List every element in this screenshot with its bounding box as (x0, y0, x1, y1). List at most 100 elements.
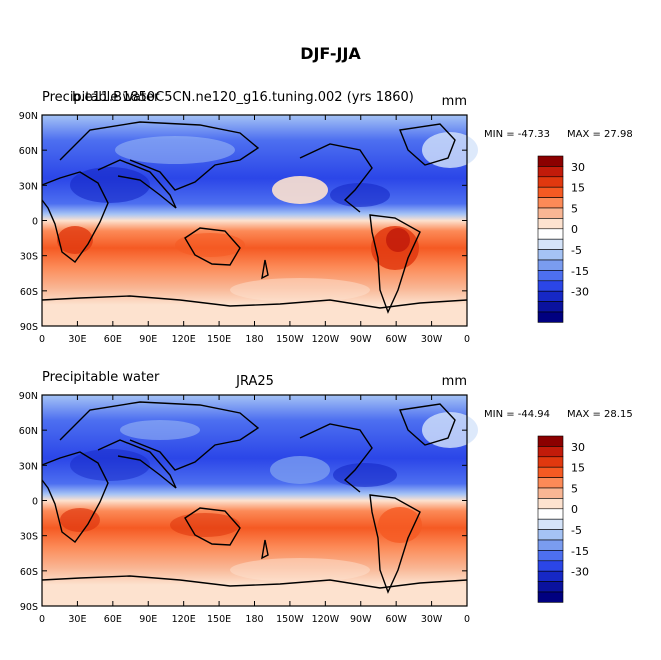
x-tick-label: 90E (139, 614, 157, 625)
colorbar-swatch (537, 301, 564, 313)
x-tick-label: 30E (68, 334, 86, 345)
colorbar-swatch (537, 238, 564, 250)
panel-center-title: JRA25 (235, 374, 274, 389)
colorbar-swatch (537, 270, 564, 282)
y-tick-label: 90N (19, 111, 38, 122)
y-tick-label: 60N (19, 426, 38, 437)
colorbar-label: 30 (571, 441, 585, 454)
colorbar-swatch (537, 155, 564, 167)
colorbar-swatch (537, 290, 564, 302)
x-tick-label: 60E (104, 334, 122, 345)
colorbar-swatch (537, 498, 564, 510)
x-tick-label: 90W (350, 614, 372, 625)
colorbar-label: 0 (571, 503, 578, 516)
colorbar-swatch (537, 581, 564, 593)
colorbar-swatch (537, 228, 564, 240)
colorbar-swatch (537, 176, 564, 188)
x-tick-label: 180 (245, 334, 263, 345)
colorbar: 30 15 5 0 -5 -15 -30 (537, 435, 589, 603)
x-tick-label: 120E (172, 334, 196, 345)
colorbar-swatch (537, 550, 564, 562)
y-tick-label: 30S (20, 532, 38, 543)
colorbar-label: 15 (571, 462, 585, 475)
colorbar-swatch (537, 166, 564, 178)
panel-reanalysis: Precipitable water JRA25 mm (19, 370, 633, 625)
colorbar-label: -30 (571, 566, 589, 579)
x-tick-label: 60E (104, 614, 122, 625)
y-tick-label: 30N (19, 461, 38, 472)
x-axis-ticks: 0 30E 60E 90E 120E 150E 180 150W 120W 90W 60W 30W 0 (39, 115, 470, 345)
x-tick-label: 150E (207, 334, 231, 345)
colorbar-swatch (537, 249, 564, 261)
y-tick-label: 30N (19, 181, 38, 192)
colorbar-swatch (537, 280, 564, 292)
x-tick-label: 0 (464, 614, 470, 625)
x-tick-label: 60W (385, 334, 407, 345)
colorbar-label: -30 (571, 286, 589, 299)
x-tick-label: 0 (39, 334, 45, 345)
x-tick-label: 120E (172, 614, 196, 625)
x-tick-label: 30W (421, 334, 443, 345)
colorbar-swatch (537, 487, 564, 499)
x-tick-label: 150E (207, 614, 231, 625)
colorbar-swatch (537, 186, 564, 198)
y-tick-label: 0 (32, 217, 38, 228)
y-tick-label: 90S (20, 602, 38, 613)
colorbar-label: -15 (571, 265, 589, 278)
x-axis-ticks: 0 30E 60E 90E 120E 150E 180 150W 120W 90W 60W 30W 0 (39, 395, 470, 625)
x-tick-label: 150W (276, 614, 304, 625)
y-tick-label: 0 (32, 497, 38, 508)
y-tick-label: 60S (20, 567, 38, 578)
x-tick-label: 90W (350, 334, 372, 345)
y-tick-label: 90N (19, 391, 38, 402)
colorbar-label: 5 (571, 482, 578, 495)
colorbar-swatch (537, 456, 564, 468)
colorbar-swatch (537, 570, 564, 582)
colorbar-swatch (537, 207, 564, 219)
x-tick-label: 60W (385, 614, 407, 625)
colorbar-label: 30 (571, 161, 585, 174)
x-tick-label: 0 (39, 614, 45, 625)
x-tick-label: 120W (312, 614, 340, 625)
colorbar-swatch (537, 477, 564, 489)
min-label: MIN = -44.94 (484, 409, 550, 420)
colorbar-swatch (537, 446, 564, 458)
max-label: MAX = 27.98 (567, 129, 633, 140)
panel-left-title: Precipitable water (42, 370, 160, 385)
y-tick-label: 90S (20, 322, 38, 333)
colorbar-label: 15 (571, 182, 585, 195)
colorbar-swatch (537, 259, 564, 271)
colorbar-label: 5 (571, 202, 578, 215)
heatmap-field (41, 115, 478, 326)
colorbar-swatch (537, 466, 564, 478)
x-tick-label: 90E (139, 334, 157, 345)
colorbar-label: -5 (571, 244, 582, 257)
colorbar: 30 15 5 0 -5 -15 -30 (537, 155, 589, 323)
colorbar-swatch (537, 435, 564, 447)
colorbar-label: -15 (571, 545, 589, 558)
panel-units: mm (442, 94, 467, 109)
y-tick-label: 30S (20, 252, 38, 263)
x-tick-label: 180 (245, 614, 263, 625)
y-axis-ticks: 90N 60N 30N 0 30S 60S 90S (19, 391, 467, 613)
panel-units: mm (442, 374, 467, 389)
colorbar-swatch (537, 560, 564, 572)
colorbar-swatch (537, 197, 564, 209)
x-tick-label: 120W (312, 334, 340, 345)
colorbar-label: 0 (571, 223, 578, 236)
heatmap-field (41, 395, 478, 606)
x-tick-label: 0 (464, 334, 470, 345)
colorbar-swatch (537, 508, 564, 520)
x-tick-label: 150W (276, 334, 304, 345)
colorbar-label: -5 (571, 524, 582, 537)
colorbar-swatch (537, 539, 564, 551)
x-tick-label: 30W (421, 614, 443, 625)
y-tick-label: 60N (19, 146, 38, 157)
y-axis-ticks: 90N 60N 30N 0 30S 60S 90S (19, 111, 467, 333)
panel-left-title: Precipitable water (42, 90, 160, 105)
figure-title: DJF-JJA (300, 44, 361, 63)
x-tick-label: 30E (68, 614, 86, 625)
min-label: MIN = -47.33 (484, 129, 550, 140)
colorbar-swatch (537, 529, 564, 541)
